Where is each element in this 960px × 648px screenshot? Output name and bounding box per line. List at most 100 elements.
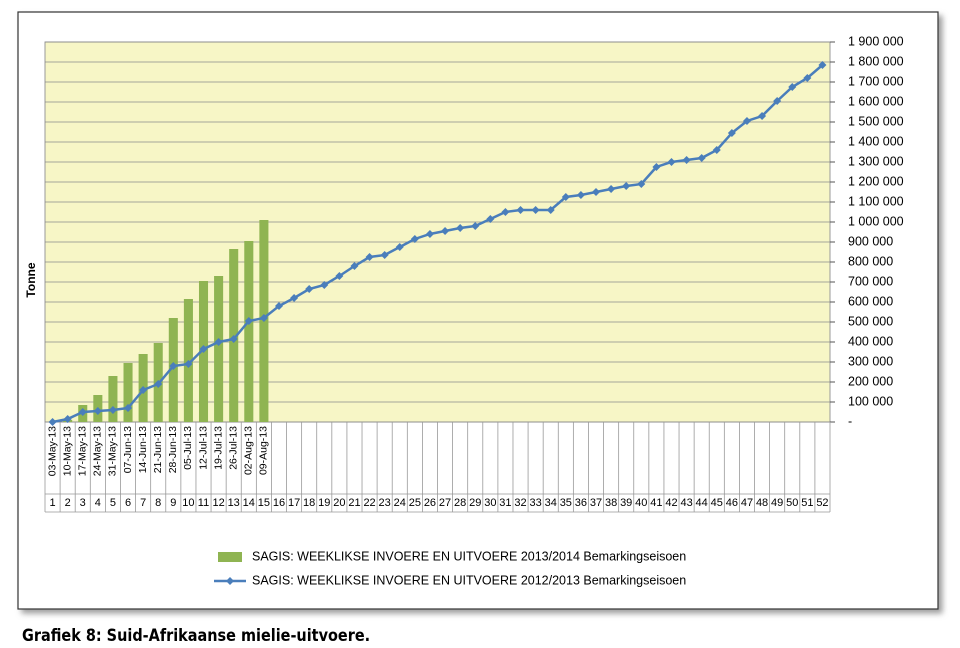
legend-swatch xyxy=(226,577,234,585)
x-tick-label: 45 xyxy=(711,497,723,509)
caption: Grafiek 8: Suid-Afrikaanse mielie-uitvoe… xyxy=(22,625,370,645)
x-tick-label: 32 xyxy=(514,497,526,509)
bar xyxy=(108,376,118,422)
marker xyxy=(697,154,706,162)
marker xyxy=(546,206,555,214)
x-tick-label: 1 xyxy=(49,497,55,509)
marker xyxy=(667,158,676,166)
marker xyxy=(516,206,525,214)
marker xyxy=(682,156,691,164)
x-tick-label: 3 xyxy=(80,497,86,509)
y-tick-label: 1 400 000 xyxy=(848,134,904,148)
y-tick-label: 1 300 000 xyxy=(848,154,904,168)
x-tick-label: 46 xyxy=(726,497,738,509)
marker xyxy=(531,206,540,214)
x-tick-label: 10 xyxy=(182,497,194,509)
x-tick-label: 7 xyxy=(140,497,146,509)
marker xyxy=(788,83,797,91)
x-tick-label: 40 xyxy=(635,497,647,509)
marker xyxy=(742,117,751,125)
x-tick-label: 17 xyxy=(288,497,300,509)
marker xyxy=(320,281,329,289)
y-tick-label: 1 900 000 xyxy=(848,34,904,48)
x-tick-label: 31 xyxy=(499,497,511,509)
y-tick-label: 900 000 xyxy=(848,234,893,248)
date-label: 28-Jun-13 xyxy=(167,426,179,473)
marker xyxy=(350,262,359,270)
marker xyxy=(305,285,314,293)
x-tick-label: 47 xyxy=(741,497,753,509)
x-tick-label: 8 xyxy=(155,497,161,509)
x-tick-label: 44 xyxy=(696,497,708,509)
x-tick-label: 19 xyxy=(318,497,330,509)
date-label: 21-Jun-13 xyxy=(152,426,164,473)
y-tick-label: 800 000 xyxy=(848,254,893,268)
x-tick-label: 12 xyxy=(212,497,224,509)
x-tick-label: 33 xyxy=(530,497,542,509)
y-tick-label: 1 200 000 xyxy=(848,174,904,188)
date-label: 12-Jul-13 xyxy=(197,426,209,470)
x-tick-label: 43 xyxy=(680,497,692,509)
x-tick-label: 13 xyxy=(228,497,240,509)
x-tick-label: 48 xyxy=(756,497,768,509)
marker xyxy=(184,360,193,368)
marker xyxy=(229,335,238,343)
x-tick-label: 38 xyxy=(605,497,617,509)
date-label: 26-Jul-13 xyxy=(227,426,239,470)
marker xyxy=(652,163,661,171)
marker xyxy=(712,146,721,154)
marker xyxy=(199,345,208,353)
date-label: 03-May-13 xyxy=(46,426,58,476)
legend-label: SAGIS: WEEKLIKSE INVOERE EN UITVOERE 201… xyxy=(252,549,686,563)
bar xyxy=(244,241,254,422)
marker xyxy=(259,314,268,322)
y-tick-label: 200 000 xyxy=(848,374,893,388)
date-label: 05-Jul-13 xyxy=(182,426,194,470)
marker xyxy=(93,407,102,415)
y-tick-label: 400 000 xyxy=(848,334,893,348)
x-tick-label: 51 xyxy=(801,497,813,509)
x-tick-label: 16 xyxy=(273,497,285,509)
x-tick-label: 42 xyxy=(665,497,677,509)
x-tick-label: 18 xyxy=(303,497,315,509)
marker xyxy=(425,230,434,238)
y-tick-label: 1 600 000 xyxy=(848,94,904,108)
y-axis-label: Tonne xyxy=(24,262,38,297)
marker xyxy=(274,302,283,310)
marker xyxy=(78,408,87,416)
marker xyxy=(335,272,344,280)
marker xyxy=(592,188,601,196)
marker xyxy=(48,418,57,426)
x-tick-label: 14 xyxy=(243,497,255,509)
y-tick-label: 500 000 xyxy=(848,314,893,328)
x-tick-label: 37 xyxy=(590,497,602,509)
marker xyxy=(244,317,253,325)
marker xyxy=(561,193,570,201)
bar xyxy=(214,276,224,422)
y-tick-label: 1 000 000 xyxy=(848,214,904,228)
marker xyxy=(818,61,827,69)
date-label: 09-Aug-13 xyxy=(258,426,270,475)
marker xyxy=(290,294,299,302)
x-tick-label: 35 xyxy=(560,497,572,509)
x-tick-label: 29 xyxy=(469,497,481,509)
marker xyxy=(380,251,389,259)
x-tick-label: 50 xyxy=(786,497,798,509)
x-tick-label: 24 xyxy=(394,497,406,509)
line xyxy=(52,64,824,424)
marker xyxy=(486,215,495,223)
marker xyxy=(803,74,812,82)
bar xyxy=(168,318,178,422)
marker xyxy=(622,182,631,190)
x-tick-label: 21 xyxy=(348,497,360,509)
y-tick-label: 100 000 xyxy=(848,394,893,408)
marker xyxy=(63,415,72,423)
marker xyxy=(471,222,480,230)
y-tick-label: 300 000 xyxy=(848,354,893,368)
x-tick-label: 5 xyxy=(110,497,116,509)
marker xyxy=(501,208,510,216)
marker xyxy=(169,362,178,370)
x-tick-label: 25 xyxy=(409,497,421,509)
date-label: 19-Jul-13 xyxy=(212,426,224,470)
date-label: 14-Jun-13 xyxy=(137,426,149,473)
